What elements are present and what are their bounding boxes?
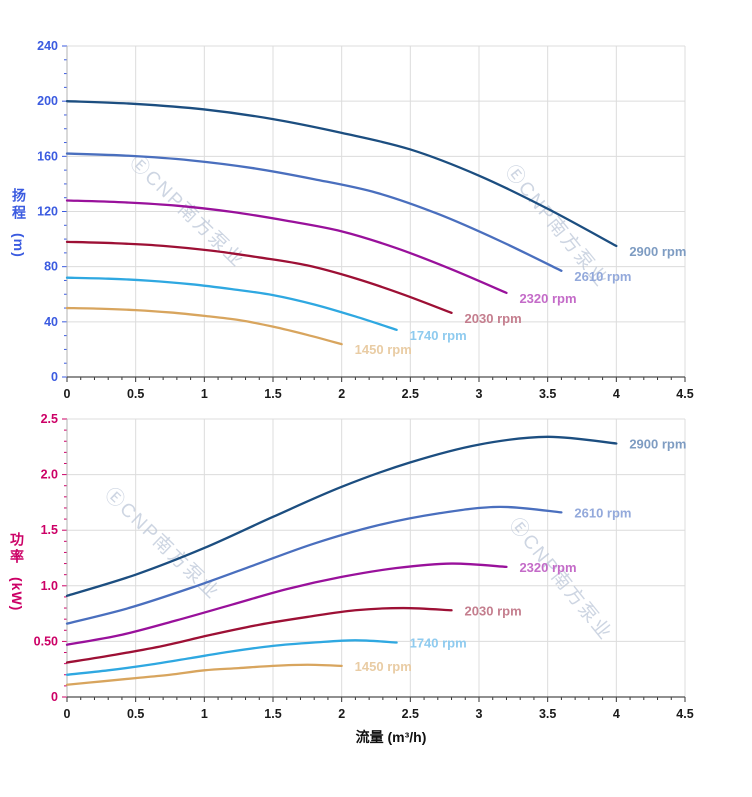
power-curve-label-1740-rpm: 1740 rpm xyxy=(410,636,467,651)
power-curve-label-2030-rpm: 2030 rpm xyxy=(465,603,522,618)
power-axis-title: 功率 (kW) xyxy=(9,532,25,612)
power-curve-2900-rpm xyxy=(65,435,618,597)
y-tick-label: 200 xyxy=(37,94,58,108)
x-tick-label: 2 xyxy=(338,387,345,401)
head-curve-2900-rpm xyxy=(65,100,618,248)
head-curve-label-1740-rpm: 1740 rpm xyxy=(410,328,467,343)
x-tick-label: 1.5 xyxy=(264,387,281,401)
power-curve-1450-rpm xyxy=(65,663,343,686)
x-tick-label: 3 xyxy=(476,707,483,721)
x-tick-label: 0.5 xyxy=(127,387,144,401)
y-tick-label: 1.0 xyxy=(41,579,58,593)
y-tick-label: 2.5 xyxy=(41,412,58,426)
power-axis-title-cn: 功率 xyxy=(9,532,25,566)
head-curve-label-1450-rpm: 1450 rpm xyxy=(355,342,412,357)
x-tick-label: 3.5 xyxy=(539,387,556,401)
x-tick-label: 4 xyxy=(613,707,620,721)
x-tick-label: 2 xyxy=(338,707,345,721)
x-tick-label: 0 xyxy=(64,387,71,401)
head-axis-title-cn: 扬程 xyxy=(11,188,27,222)
power-curve-2320-rpm xyxy=(65,562,508,646)
head-curve-2610-rpm xyxy=(65,152,563,272)
power-curve-label-1450-rpm: 1450 rpm xyxy=(355,659,412,674)
power-curve-2610-rpm xyxy=(65,505,563,625)
y-tick-label: 2.0 xyxy=(41,468,58,482)
y-tick-label: 240 xyxy=(37,39,58,53)
y-tick-label: 0 xyxy=(51,690,58,704)
head-curve-label-2030-rpm: 2030 rpm xyxy=(465,311,522,326)
head-curve-2320-rpm xyxy=(65,199,508,295)
power-curve-2030-rpm xyxy=(65,606,453,664)
head-curve-1450-rpm xyxy=(65,306,343,346)
y-tick-label: 0.50 xyxy=(34,634,58,648)
head-axis-title: 扬程 (m) xyxy=(11,188,27,258)
power-curve-label-2320-rpm: 2320 rpm xyxy=(519,560,576,575)
head-axis-title-unit: (m) xyxy=(11,232,27,258)
x-tick-label: 0.5 xyxy=(127,707,144,721)
x-tick-label: 4 xyxy=(613,387,620,401)
head-curve-label-2320-rpm: 2320 rpm xyxy=(519,291,576,306)
y-tick-label: 120 xyxy=(37,205,58,219)
x-tick-label: 1.5 xyxy=(264,707,281,721)
head-curve-label-2610-rpm: 2610 rpm xyxy=(574,269,631,284)
x-tick-label: 4.5 xyxy=(676,387,693,401)
y-tick-label: 1.5 xyxy=(41,523,58,537)
power-curve-label-2610-rpm: 2610 rpm xyxy=(574,505,631,520)
cnp-watermark: ⒺCNP南方泵业 xyxy=(505,514,617,645)
power-curve-label-2900-rpm: 2900 rpm xyxy=(629,436,686,451)
curves-layer: 0 0.5 1 1.5 2 2.5 3 3.5 4 4.504080120160200240290… xyxy=(34,39,694,721)
y-tick-label: 40 xyxy=(44,315,58,329)
y-tick-label: 0 xyxy=(51,370,58,384)
x-tick-label: 4.5 xyxy=(676,707,693,721)
power-curve-1740-rpm xyxy=(65,639,398,676)
power-axis-title-unit: (kW) xyxy=(9,576,25,612)
x-tick-label: 3 xyxy=(476,387,483,401)
y-tick-label: 160 xyxy=(37,149,58,163)
head-curve-2030-rpm xyxy=(65,240,453,315)
x-tick-label: 2.5 xyxy=(402,387,419,401)
x-tick-label: 1 xyxy=(201,707,208,721)
x-tick-label: 3.5 xyxy=(539,707,556,721)
head-curve-label-2900-rpm: 2900 rpm xyxy=(629,244,686,259)
x-tick-label: 1 xyxy=(201,387,208,401)
x-tick-label: 2.5 xyxy=(402,707,419,721)
head-curve-1740-rpm xyxy=(65,276,398,331)
flow-axis-title: 流量 (m³/h) xyxy=(355,729,427,745)
y-tick-label: 80 xyxy=(44,260,58,274)
x-tick-label: 0 xyxy=(64,707,71,721)
